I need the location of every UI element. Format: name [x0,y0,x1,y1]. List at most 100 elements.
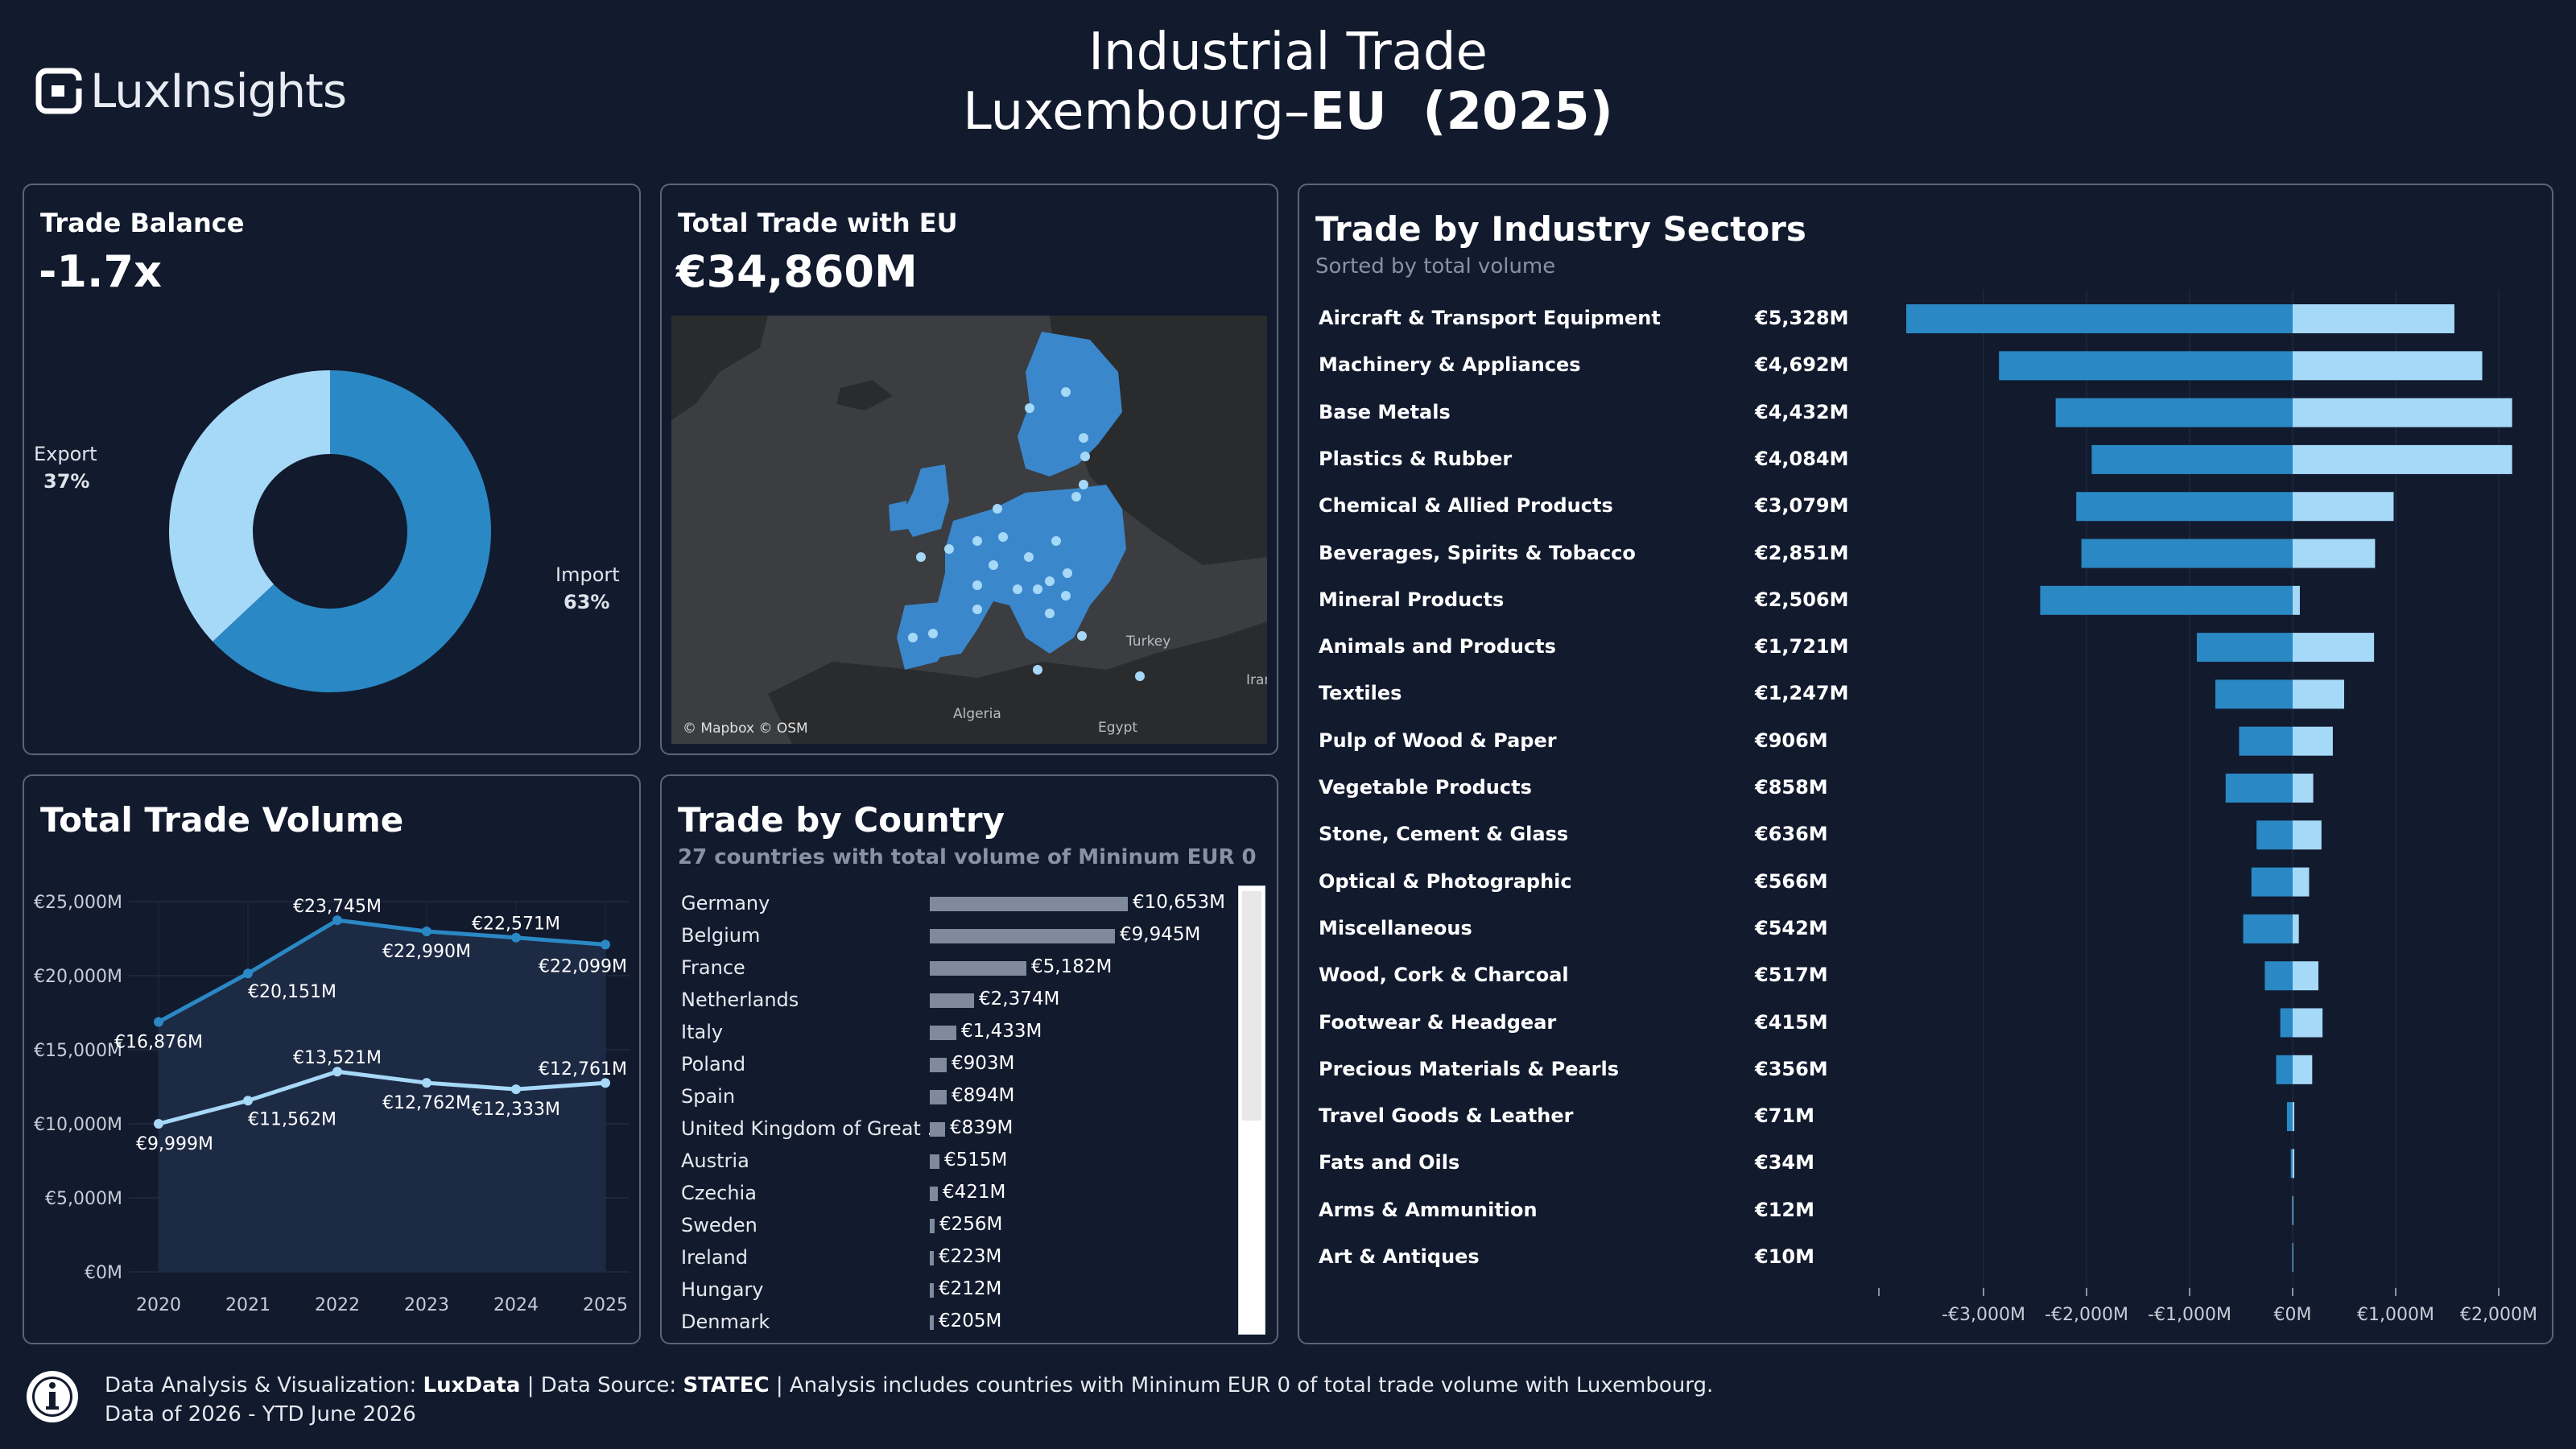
sector-bar-export[interactable] [2293,1149,2295,1179]
sector-bar-export[interactable] [2293,1008,2323,1038]
sector-bar-import[interactable] [2215,679,2293,709]
lower-series-line-point[interactable] [422,1078,431,1088]
country-bar[interactable] [930,1219,935,1233]
sector-bar-export[interactable] [2293,867,2310,897]
country-scrollbar[interactable] [1238,886,1265,1335]
sector-bar-import[interactable] [2290,1149,2293,1179]
country-bar[interactable] [930,1026,956,1040]
upper-series-line-point[interactable] [243,968,253,979]
sector-bar-import[interactable] [2055,398,2293,427]
sector-bar-export[interactable] [2293,726,2333,756]
sector-bar-import[interactable] [2091,444,2293,474]
sector-name: Precious Materials & Pearls [1319,1057,1620,1080]
country-bar[interactable] [930,1154,939,1169]
sector-bar-import[interactable] [2196,633,2293,663]
country-bar[interactable] [930,897,1128,911]
upper-data-label: €22,099M [539,956,627,976]
upper-data-label: €20,151M [248,982,336,1002]
country-bar[interactable] [930,1058,947,1072]
sector-bar-import[interactable] [2292,1243,2293,1272]
sector-bar-export[interactable] [2293,633,2375,663]
trade-by-country-title: Trade by Country [678,800,1005,840]
total-trade-title: Total Trade with EU [678,208,958,238]
sector-bar-import[interactable] [2243,914,2293,943]
sector-bar-export[interactable] [2293,444,2512,474]
country-bar[interactable] [930,993,974,1008]
upper-data-label: €22,990M [382,942,471,962]
country-bar[interactable] [930,929,1115,943]
sector-bar-export[interactable] [2293,679,2344,709]
sector-bar-import[interactable] [2225,774,2293,803]
info-icon[interactable] [24,1368,80,1425]
sector-total: €10M [1755,1245,1814,1268]
sector-bar-import[interactable] [2280,1008,2293,1038]
lower-data-label: €11,562M [248,1109,336,1129]
import-pct: 63% [564,591,610,613]
sector-bar-export[interactable] [2293,304,2454,333]
country-bar[interactable] [930,1122,945,1137]
sector-x-tick-label: €1,000M [2357,1305,2434,1325]
country-bar[interactable] [930,1251,934,1265]
sector-bar-import[interactable] [2251,867,2293,897]
upper-series-line-point[interactable] [332,915,342,926]
map-eu-scandinavia [1018,332,1122,477]
country-value: €212M [939,1278,1002,1299]
sectors-subtitle: Sorted by total volume [1315,254,1556,279]
page-title-line1: Industrial Trade [1088,23,1488,82]
sector-bar-export[interactable] [2293,1055,2313,1084]
country-bar[interactable] [930,1315,934,1330]
sector-bar-export[interactable] [2293,961,2318,991]
sector-total: €2,851M [1755,541,1849,564]
upper-series-line-point[interactable] [601,939,610,950]
country-value: €421M [943,1182,1006,1203]
sector-bar-export[interactable] [2293,585,2300,615]
sector-bar-import[interactable] [2081,539,2293,568]
sector-total: €636M [1755,823,1828,846]
country-bar[interactable] [930,961,1026,976]
sector-bar-export[interactable] [2293,398,2512,427]
upper-series-line-point[interactable] [422,926,431,936]
upper-series-line [157,918,606,1024]
sector-name: Arms & Ammunition [1319,1198,1538,1221]
map-label-turkey: Turkey [1125,634,1170,650]
lower-series-line-point[interactable] [154,1119,163,1129]
map-attribution[interactable]: © Mapbox © OSM [683,720,808,737]
sector-bar-export[interactable] [2293,820,2322,850]
lower-series-line-point[interactable] [601,1078,610,1088]
country-scrollbar-thumb[interactable] [1242,891,1261,1121]
sector-name: Mineral Products [1319,588,1505,611]
country-bar[interactable] [930,1283,934,1298]
sector-bar-import[interactable] [2256,820,2293,850]
sector-bar-export[interactable] [2293,1102,2295,1132]
country-bar[interactable] [930,1090,947,1104]
sector-name: Aircraft & Transport Equipment [1319,307,1661,329]
import-label: Import [555,564,620,586]
sector-bar-import[interactable] [2286,1102,2293,1132]
sector-bar-import[interactable] [2040,585,2293,615]
page-title-line2: Luxembourg–EU (2025) [0,82,2576,142]
upper-series-line-point[interactable] [511,932,521,943]
sector-bar-export[interactable] [2293,539,2376,568]
eu-map[interactable]: Turkey Algeria Egypt Iran © Mapbox © OSM [671,316,1267,744]
sector-bar-import[interactable] [2076,492,2293,522]
sector-bar-export[interactable] [2293,774,2314,803]
y-tick-label: €5,000M [45,1189,122,1209]
sector-bar-import[interactable] [1999,351,2293,381]
lower-series-line-point[interactable] [332,1067,342,1077]
sector-bar-import[interactable] [2276,1055,2293,1084]
lower-series-line-point[interactable] [511,1084,521,1095]
sector-name: Footwear & Headgear [1319,1010,1557,1034]
sector-bar-import[interactable] [2239,726,2293,756]
sector-bar-export[interactable] [2293,351,2483,381]
footer-statec: STATEC [683,1373,770,1397]
country-bar[interactable] [930,1187,938,1201]
lower-series-line-point[interactable] [243,1096,253,1106]
sector-bar-import[interactable] [2264,961,2293,991]
sector-bar-import[interactable] [1906,304,2293,333]
sector-bar-export[interactable] [2293,914,2299,943]
sector-bar-export[interactable] [2293,492,2394,522]
upper-series-line-point[interactable] [154,1017,163,1027]
map-label-egypt: Egypt [1098,720,1137,736]
country-value: €205M [939,1311,1002,1331]
sector-bar-import[interactable] [2292,1195,2293,1225]
